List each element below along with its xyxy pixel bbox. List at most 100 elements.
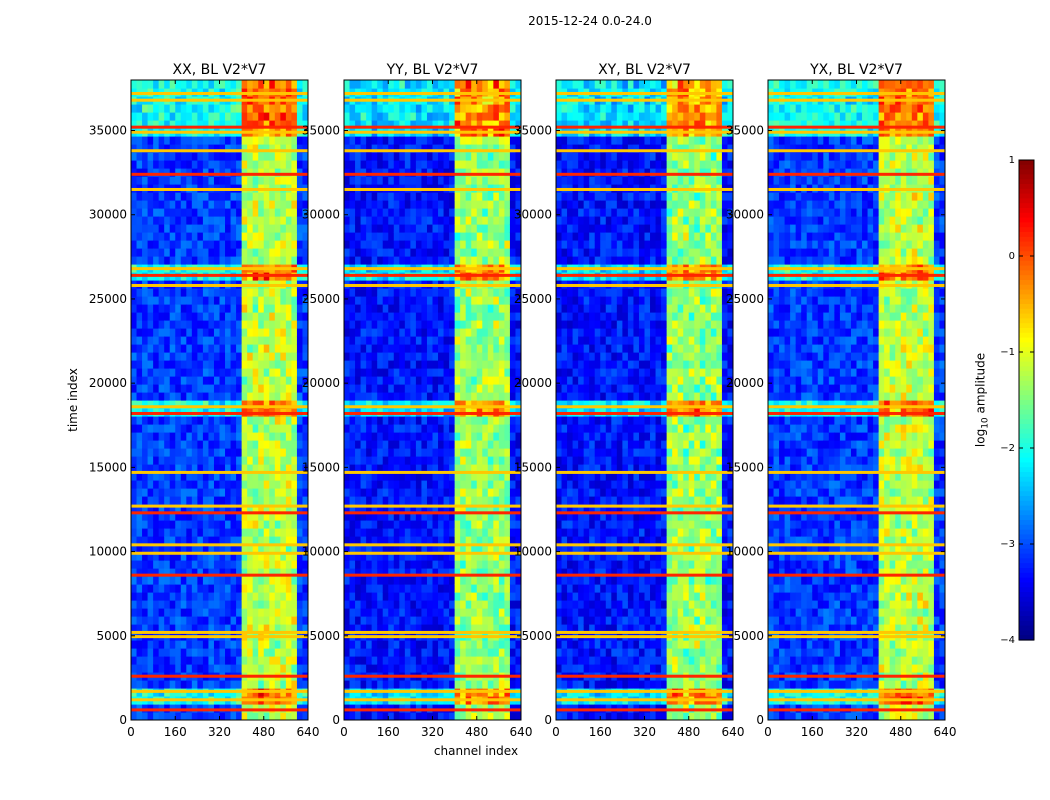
heatmap-cell bbox=[186, 416, 193, 425]
heatmap-cell bbox=[263, 424, 270, 433]
heatmap-cell bbox=[432, 152, 439, 161]
heatmap-cell bbox=[410, 512, 417, 521]
heatmap-cell bbox=[415, 704, 423, 713]
heatmap-cell bbox=[388, 432, 395, 441]
heatmap-cell bbox=[230, 656, 237, 665]
heatmap-cell bbox=[438, 344, 445, 353]
heatmap-cell bbox=[355, 704, 362, 713]
heatmap-cell bbox=[186, 656, 193, 665]
heatmap-cell bbox=[471, 376, 478, 385]
heatmap-cell bbox=[213, 512, 221, 521]
heatmap-cell bbox=[504, 624, 511, 633]
heatmap-cell bbox=[247, 240, 254, 249]
heatmap-cell bbox=[230, 600, 237, 609]
heatmap-cell bbox=[169, 288, 176, 297]
heatmap-cell bbox=[169, 712, 176, 720]
heatmap-cell bbox=[349, 520, 356, 529]
heatmap-cell bbox=[230, 344, 237, 353]
heatmap-cell bbox=[225, 512, 232, 521]
heatmap-cell bbox=[208, 496, 215, 505]
heatmap-cell bbox=[180, 608, 187, 617]
heatmap-cell bbox=[274, 432, 281, 441]
heatmap-cell bbox=[164, 232, 171, 241]
heatmap-cell bbox=[393, 352, 400, 361]
heatmap-cell bbox=[269, 512, 276, 521]
heatmap-cell bbox=[197, 664, 204, 673]
heatmap-cell bbox=[360, 448, 367, 457]
heatmap-cell bbox=[465, 240, 472, 249]
heatmap-cell bbox=[136, 416, 143, 425]
heatmap-cell bbox=[476, 656, 483, 665]
heatmap-cell bbox=[186, 328, 193, 337]
heatmap-cell bbox=[426, 376, 434, 385]
heatmap-cell bbox=[454, 424, 461, 433]
heatmap-cell bbox=[219, 504, 226, 513]
heatmap-cell bbox=[498, 328, 506, 337]
heatmap-cell bbox=[269, 640, 276, 649]
heatmap-cell bbox=[219, 576, 226, 585]
heatmap-cell bbox=[241, 400, 248, 409]
heatmap-cell bbox=[153, 664, 160, 673]
heatmap-cell bbox=[136, 288, 143, 297]
heatmap-cell bbox=[471, 320, 478, 329]
heatmap-cell bbox=[449, 304, 456, 313]
heatmap-cell bbox=[252, 304, 259, 313]
heatmap-cell bbox=[460, 568, 467, 577]
heatmap-cell bbox=[471, 176, 478, 185]
heatmap-cell bbox=[302, 320, 308, 329]
heatmap-cell bbox=[399, 656, 406, 665]
heatmap-cell bbox=[208, 480, 215, 489]
heatmap-cell bbox=[180, 104, 187, 113]
heatmap-cell bbox=[487, 360, 494, 369]
heatmap-cell bbox=[230, 192, 237, 201]
heatmap-cell bbox=[415, 488, 423, 497]
heatmap-cell bbox=[219, 592, 226, 601]
heatmap-cell bbox=[147, 400, 154, 409]
heatmap-cell bbox=[158, 328, 165, 337]
heatmap-cell bbox=[487, 368, 494, 377]
heatmap-cell bbox=[399, 584, 406, 593]
heatmap-cell bbox=[504, 368, 511, 377]
heatmap-cell bbox=[153, 520, 160, 529]
heatmap-cell bbox=[202, 352, 210, 361]
heatmap-cell bbox=[476, 464, 483, 473]
heatmap-cell bbox=[213, 520, 221, 529]
heatmap-cell bbox=[415, 152, 423, 161]
heatmap-cell bbox=[158, 80, 165, 89]
heatmap-cell bbox=[388, 600, 395, 609]
heatmap-cell bbox=[136, 144, 143, 153]
heatmap-cell bbox=[399, 240, 406, 249]
heatmap-cell bbox=[404, 376, 411, 385]
heatmap-cell bbox=[460, 312, 467, 321]
heatmap-cell bbox=[208, 536, 215, 545]
heatmap-cell bbox=[443, 320, 450, 329]
heatmap-cell bbox=[465, 352, 472, 361]
heatmap-cell bbox=[258, 144, 265, 153]
heatmap-cell bbox=[280, 560, 287, 569]
heatmap-cell bbox=[421, 168, 428, 177]
heatmap-cell bbox=[208, 368, 215, 377]
heatmap-cell bbox=[460, 520, 467, 529]
heatmap-cell bbox=[247, 112, 254, 121]
heatmap-cell bbox=[360, 616, 367, 625]
heatmap-cell bbox=[236, 488, 243, 497]
heatmap-cell bbox=[393, 416, 400, 425]
heatmap-cell bbox=[371, 328, 378, 337]
heatmap-cell bbox=[258, 304, 265, 313]
heatmap-cell bbox=[274, 144, 281, 153]
heatmap-cell bbox=[377, 480, 384, 489]
heatmap-cell bbox=[399, 648, 406, 657]
heatmap-cell bbox=[296, 80, 304, 89]
heatmap-cell bbox=[426, 624, 434, 633]
heatmap-cell bbox=[219, 80, 226, 89]
heatmap-cell bbox=[399, 112, 406, 121]
heatmap-cell bbox=[296, 680, 304, 689]
heatmap-cell bbox=[471, 640, 478, 649]
heatmap-cell bbox=[360, 192, 367, 201]
heatmap-cell bbox=[213, 416, 221, 425]
heatmap-cell bbox=[258, 120, 265, 129]
heatmap-cell bbox=[393, 320, 400, 329]
heatmap-cell bbox=[136, 136, 143, 145]
heatmap-cell bbox=[208, 640, 215, 649]
heatmap-cell bbox=[382, 664, 389, 673]
